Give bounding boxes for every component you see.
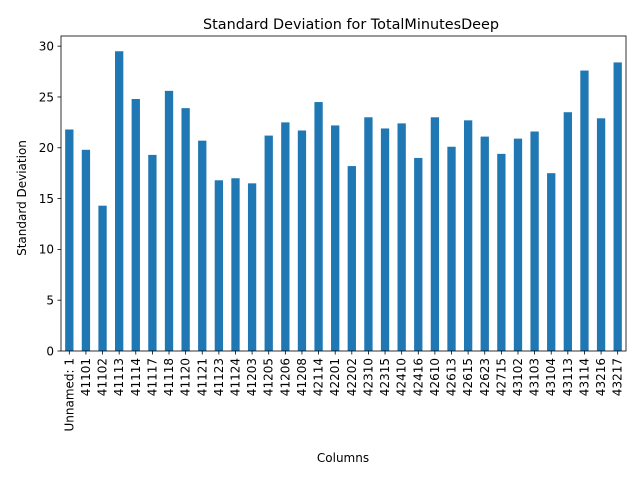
x-tick-label: 42610 xyxy=(428,358,442,396)
x-tick-label: 42615 xyxy=(461,358,475,396)
x-tick-label: 43217 xyxy=(611,358,625,396)
x-tick-label: 43104 xyxy=(544,358,558,396)
x-tick-label: 41118 xyxy=(162,358,176,396)
bar-42201 xyxy=(331,125,340,351)
bar-42615 xyxy=(463,120,473,351)
x-tick-label: 42623 xyxy=(478,358,492,396)
y-axis-ticks: 0 5 10 15 20 25 30 xyxy=(39,39,61,358)
x-tick-label: Unnamed: 1 xyxy=(62,358,76,432)
chart-title: Standard Deviation for TotalMinutesDeep xyxy=(203,17,499,33)
x-tick-label: 42201 xyxy=(328,358,342,396)
x-tick-label: 42416 xyxy=(411,358,425,396)
x-tick-label: 41123 xyxy=(212,358,226,396)
bar-42610 xyxy=(430,117,440,352)
x-tick-label: 41101 xyxy=(79,358,93,396)
bar-43102 xyxy=(513,138,523,351)
bar-43104 xyxy=(547,173,556,351)
x-tick-label: 43114 xyxy=(577,358,591,396)
x-tick-label: 43103 xyxy=(528,358,542,396)
y-tick-label: 25 xyxy=(39,90,54,104)
bar-42613 xyxy=(447,146,456,351)
bar-41120 xyxy=(181,108,190,351)
bar-41102 xyxy=(98,205,107,351)
bar-41114 xyxy=(131,99,140,351)
y-tick-label: 5 xyxy=(46,293,54,307)
x-tick-label: 41208 xyxy=(295,358,309,396)
y-tick-label: 30 xyxy=(39,39,54,53)
y-tick-label: 0 xyxy=(46,344,54,358)
x-tick-label: 42310 xyxy=(361,358,375,396)
y-tick-label: 20 xyxy=(39,141,54,155)
bar-42315 xyxy=(380,128,390,351)
x-tick-label: 43113 xyxy=(561,358,575,396)
bar-41101 xyxy=(81,149,91,351)
bar-42715 xyxy=(497,153,506,351)
bar-41123 xyxy=(214,180,224,351)
x-tick-label: 42410 xyxy=(395,358,409,396)
bar-41205 xyxy=(264,135,273,351)
x-tick-label: 41117 xyxy=(145,358,159,396)
x-tick-label: 43216 xyxy=(594,358,608,396)
x-tick-label: 41102 xyxy=(96,358,110,396)
bar-42310 xyxy=(364,117,373,352)
bar-42202 xyxy=(347,166,356,351)
bar-41113 xyxy=(115,51,124,351)
bar-41203 xyxy=(247,183,257,351)
x-axis-ticks: Unnamed: 1 41101 41102 41113 41114 41117 41118… xyxy=(62,351,625,432)
bar-unnamed-1 xyxy=(65,129,74,351)
y-tick-label: 10 xyxy=(39,243,54,257)
y-tick-label: 15 xyxy=(39,192,54,206)
bar-43217 xyxy=(613,62,622,352)
x-tick-label: 42315 xyxy=(378,358,392,396)
bar-41206 xyxy=(281,122,290,351)
x-tick-label: 42114 xyxy=(312,358,326,396)
x-tick-label: 41114 xyxy=(129,358,143,396)
bar-42416 xyxy=(414,157,423,351)
x-tick-label: 41124 xyxy=(228,358,242,396)
x-tick-label: 41205 xyxy=(262,358,276,396)
bar-42114 xyxy=(314,102,323,351)
bars-group xyxy=(65,51,622,352)
bar-41118 xyxy=(164,90,174,351)
plot-frame xyxy=(60,35,627,352)
bar-42623 xyxy=(480,136,489,351)
x-axis-label: Columns xyxy=(317,451,369,465)
x-tick-label: 42715 xyxy=(494,358,508,396)
bar-43113 xyxy=(563,112,572,351)
x-tick-label: 42613 xyxy=(445,358,459,396)
x-tick-label: 41113 xyxy=(112,358,126,396)
bar-41124 xyxy=(231,178,240,351)
x-tick-label: 43102 xyxy=(511,358,525,396)
x-tick-label: 41203 xyxy=(245,358,259,396)
bar-41121 xyxy=(198,140,207,351)
x-tick-label: 41120 xyxy=(179,358,193,396)
x-tick-label: 41121 xyxy=(195,358,209,396)
bar-41208 xyxy=(297,130,307,351)
bar-43114 xyxy=(580,70,589,351)
bar-43103 xyxy=(530,131,539,351)
y-axis-label: Standard Deviation xyxy=(15,140,29,256)
bar-42410 xyxy=(397,123,406,351)
x-tick-label: 42202 xyxy=(345,358,359,396)
bar-41117 xyxy=(148,154,157,351)
x-tick-label: 41206 xyxy=(278,358,292,396)
bar-43216 xyxy=(596,118,606,351)
